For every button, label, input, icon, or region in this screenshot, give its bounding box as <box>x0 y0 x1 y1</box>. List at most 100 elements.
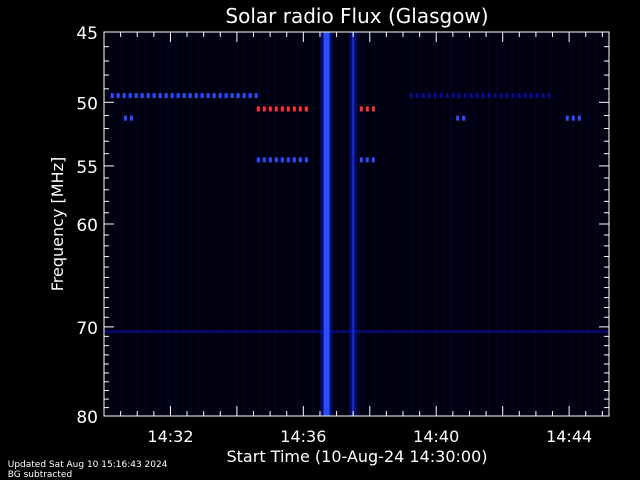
interference-mark <box>304 157 308 163</box>
interference-mark <box>457 93 461 99</box>
interference-mark <box>110 93 114 99</box>
y-tick-label: 60 <box>76 216 98 236</box>
noise-stripe <box>442 32 444 416</box>
interference-mark <box>298 106 302 112</box>
noise-stripe <box>312 32 314 416</box>
x-axis-label: Start Time (10-Aug-24 14:30:00) <box>227 447 488 466</box>
interference-mark <box>421 93 425 99</box>
y-tick-label: 70 <box>76 319 98 339</box>
interference-mark <box>451 93 455 99</box>
interference-mark <box>158 93 162 99</box>
noise-stripe <box>389 32 391 416</box>
interference-mark <box>523 93 527 99</box>
interference-mark <box>475 93 479 99</box>
noise-stripe <box>457 32 460 416</box>
interference-mark <box>409 93 413 99</box>
noise-stripe <box>503 32 505 416</box>
x-axis-ticks: 14:32 14:36 14:40 14:44 <box>103 32 603 446</box>
interference-mark <box>433 93 437 99</box>
noise-stripe <box>557 32 559 416</box>
x-tick-label: 14:40 <box>413 427 459 446</box>
interference-mark <box>268 106 272 112</box>
noise-stripe <box>580 32 582 416</box>
y-axis-ticks: 45 50 55 60 70 80 <box>76 24 609 428</box>
interference-mark <box>280 106 284 112</box>
noise-stripe <box>518 32 521 416</box>
noise-stripe <box>480 32 482 416</box>
noise-stripe <box>595 32 597 416</box>
noise-stripe <box>549 32 551 416</box>
interference-line <box>104 330 609 334</box>
interference-mark <box>248 93 252 99</box>
noise-stripe <box>404 32 406 416</box>
noise-stripe <box>350 32 353 416</box>
noise-stripe <box>266 32 268 416</box>
noise-stripe <box>381 32 383 416</box>
noise-stripe <box>190 32 192 416</box>
interference-mark <box>170 93 174 99</box>
interference-mark <box>292 106 296 112</box>
interference-mark <box>164 93 168 99</box>
noise-stripe <box>175 32 177 416</box>
y-tick-label: 45 <box>76 24 98 44</box>
interference-mark <box>123 115 127 121</box>
noise-stripe <box>541 32 544 416</box>
interference-mark <box>547 93 551 99</box>
interference-mark <box>224 93 228 99</box>
interference-mark <box>298 157 302 163</box>
interference-mark <box>206 93 210 99</box>
interference-mark <box>511 93 515 99</box>
interference-mark <box>371 106 375 112</box>
bg-note: BG subtracted <box>7 470 73 480</box>
noise-stripe <box>136 32 139 416</box>
interference-mark <box>456 115 460 121</box>
noise-stripe <box>534 32 536 416</box>
interference-mark <box>262 106 266 112</box>
interference-mark <box>128 93 132 99</box>
interference-mark <box>292 157 296 163</box>
x-tick-label: 14:32 <box>147 427 193 446</box>
interference-mark <box>274 157 278 163</box>
noise-stripe <box>335 32 337 416</box>
interference-mark <box>188 93 192 99</box>
noise-stripe <box>511 32 513 416</box>
interference-mark <box>359 106 363 112</box>
interference-mark <box>182 93 186 99</box>
interference-mark <box>256 106 260 112</box>
noise-stripe <box>450 32 452 416</box>
burst-column <box>323 32 330 416</box>
interference-mark <box>140 93 144 99</box>
interference-mark <box>541 93 545 99</box>
updated-timestamp: Updated Sat Aug 10 15:16:43 2024 <box>7 460 168 470</box>
interference-mark <box>505 93 509 99</box>
interference-mark <box>176 93 180 99</box>
noise-stripe <box>373 32 375 416</box>
noise-stripe <box>228 32 230 416</box>
x-tick-label: 14:44 <box>546 427 592 446</box>
noise-stripe <box>488 32 490 416</box>
noise-stripe <box>220 32 223 416</box>
noise-stripe <box>320 32 322 416</box>
noise-stripe <box>113 32 116 416</box>
x-tick-label: 14:36 <box>280 427 326 446</box>
noise-stripe <box>564 32 567 416</box>
interference-mark <box>304 106 308 112</box>
interference-mark <box>236 93 240 99</box>
interference-mark <box>280 157 284 163</box>
noise-stripe <box>496 32 498 416</box>
noise-stripe <box>396 32 398 416</box>
noise-stripe <box>465 32 467 416</box>
interference-mark <box>517 93 521 99</box>
noise-stripe <box>282 32 284 416</box>
interference-mark <box>122 93 126 99</box>
interference-mark <box>427 93 431 99</box>
interference-mark <box>274 106 278 112</box>
interference-mark <box>116 93 120 99</box>
interference-mark <box>286 106 290 112</box>
chart-title: Solar radio Flux (Glasgow) <box>225 4 488 28</box>
interference-mark <box>481 93 485 99</box>
interference-mark <box>487 93 491 99</box>
interference-mark <box>359 157 363 163</box>
y-tick-label: 55 <box>76 158 98 178</box>
